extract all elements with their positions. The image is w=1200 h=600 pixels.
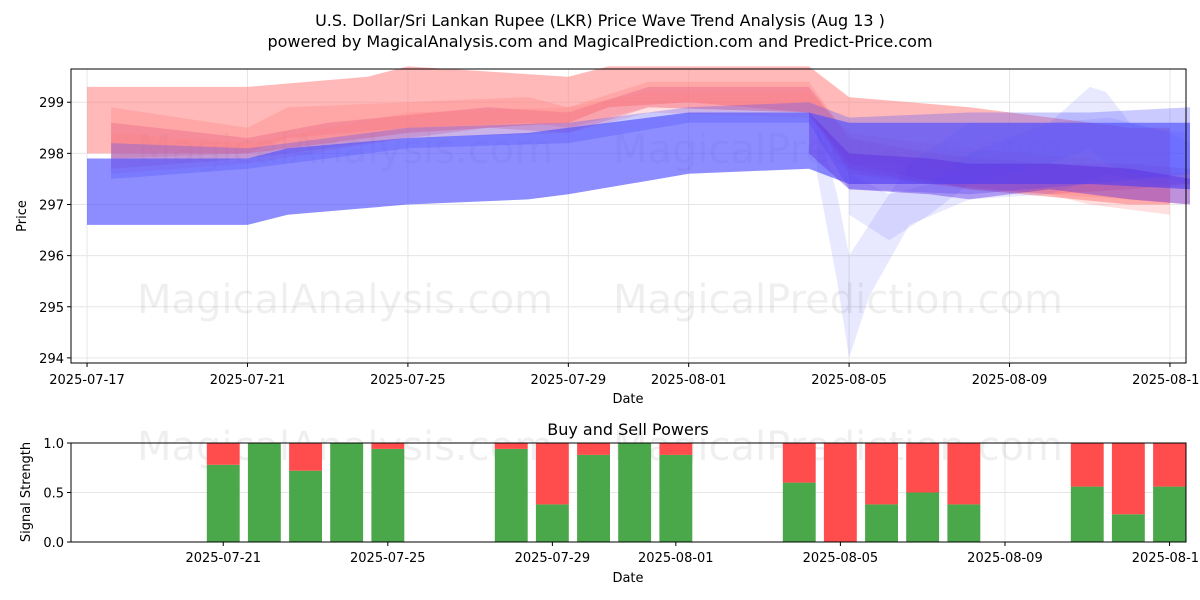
- sell-power-bar: [906, 443, 940, 493]
- buy-power-bar: [535, 504, 569, 542]
- price-x-axis-label: Date: [612, 392, 643, 407]
- price-band-blue-wave-2: [111, 102, 1191, 195]
- sell-power-bar: [823, 443, 857, 542]
- price-y-tick-label: 298: [39, 147, 64, 162]
- signal-chart-title: Buy and Sell Powers: [547, 420, 709, 439]
- price-x-tick-label: 2025-07-29: [531, 373, 607, 388]
- price-band-blue-wave-dip: [817, 117, 1186, 358]
- price-y-tick-label: 296: [39, 250, 64, 265]
- signal-x-tick-label: 2025-07-21: [185, 551, 261, 566]
- price-band-purple-wave: [809, 112, 1190, 205]
- price-x-tick-label: 2025-08-01: [651, 373, 727, 388]
- sell-power-bar: [206, 443, 240, 465]
- buy-power-bar: [289, 470, 322, 542]
- chart-title-line1: U.S. Dollar/Sri Lankan Rupee (LKR) Price…: [315, 11, 885, 30]
- price-y-tick-label: 295: [39, 301, 64, 316]
- signal-y-tick-label: 1.0: [43, 437, 64, 452]
- buy-power-bar: [1070, 486, 1104, 542]
- buy-power-bar: [1153, 486, 1186, 542]
- price-x-tick-label: 2025-08-13: [1132, 373, 1200, 388]
- sell-power-bar: [577, 443, 610, 455]
- chart-title-line2: powered by MagicalAnalysis.com and Magic…: [267, 32, 932, 51]
- price-x-tick-label: 2025-07-21: [210, 373, 286, 388]
- buy-power-bar: [577, 454, 610, 542]
- buy-power-bar: [906, 492, 940, 542]
- buy-power-bar: [247, 443, 281, 542]
- signal-axis-ticks: 2025-07-21 2025-07-25 2025-07-29 2025-08-01…: [43, 437, 1200, 566]
- price-x-tick-label: 2025-08-09: [972, 373, 1048, 388]
- buy-power-bar: [782, 482, 816, 542]
- price-x-tick-label: 2025-07-25: [370, 373, 446, 388]
- price-band-blue-wave-hump: [849, 86, 1190, 241]
- price-x-tick-label: 2025-07-17: [49, 373, 125, 388]
- sell-power-bar: [659, 443, 693, 455]
- price-plot-frame: [70, 68, 1187, 364]
- buy-power-bar: [330, 443, 364, 542]
- sell-power-bar: [947, 443, 981, 505]
- sell-power-bar: [782, 443, 816, 483]
- signal-x-tick-label: 2025-08-01: [638, 551, 714, 566]
- signal-x-tick-label: 2025-08-09: [967, 551, 1043, 566]
- price-band-blue-wave-main: [87, 112, 1190, 225]
- price-y-axis-label: Price: [15, 200, 30, 232]
- buy-power-bar: [659, 454, 693, 542]
- signal-x-axis-label: Date: [612, 571, 643, 586]
- sell-power-bar: [289, 443, 322, 471]
- buy-power-bar: [371, 448, 405, 542]
- signal-chart: Buy and Sell Powers MagicalAnalysis.com …: [19, 420, 1200, 586]
- sell-power-bar: [865, 443, 898, 505]
- signal-x-tick-label: 2025-07-25: [350, 551, 426, 566]
- buy-power-bar: [206, 464, 240, 542]
- price-y-tick-label: 297: [39, 198, 64, 213]
- buy-power-bar: [618, 443, 652, 542]
- watermark-analysis-mid: MagicalAnalysis.com: [137, 277, 553, 323]
- price-wave-bands: [87, 66, 1191, 358]
- sell-power-bar: [1153, 443, 1186, 487]
- signal-y-tick-label: 0.5: [43, 487, 64, 502]
- price-band-red-wave-3: [111, 92, 1171, 215]
- sell-power-bar: [494, 443, 528, 449]
- price-y-tick-label: 294: [39, 352, 64, 367]
- watermark-prediction-mid: MagicalPrediction.com: [613, 277, 1063, 323]
- signal-x-tick-label: 2025-07-29: [515, 551, 591, 566]
- sell-power-bar: [535, 443, 569, 505]
- signal-y-tick-label: 0.0: [43, 536, 64, 551]
- signal-x-tick-label: 2025-08-13: [1132, 551, 1200, 566]
- signal-x-tick-label: 2025-08-05: [803, 551, 879, 566]
- price-y-tick-label: 299: [39, 96, 64, 111]
- sell-power-bar: [371, 443, 405, 449]
- sell-power-bar: [1070, 443, 1104, 487]
- sell-power-bar: [1111, 443, 1145, 515]
- buy-power-bar: [947, 504, 981, 542]
- buy-power-bar: [1111, 514, 1145, 542]
- price-chart: MagicalAnalysis.com MagicalPrediction.co…: [15, 66, 1200, 407]
- signal-bars: [206, 443, 1186, 542]
- buy-power-bar: [865, 504, 898, 542]
- price-axis-ticks: 2025-07-17 2025-07-21 2025-07-25 2025-07-29…: [39, 96, 1200, 388]
- price-x-tick-label: 2025-08-05: [811, 373, 887, 388]
- signal-y-axis-label: Signal Strength: [19, 442, 34, 542]
- buy-power-bar: [494, 448, 528, 542]
